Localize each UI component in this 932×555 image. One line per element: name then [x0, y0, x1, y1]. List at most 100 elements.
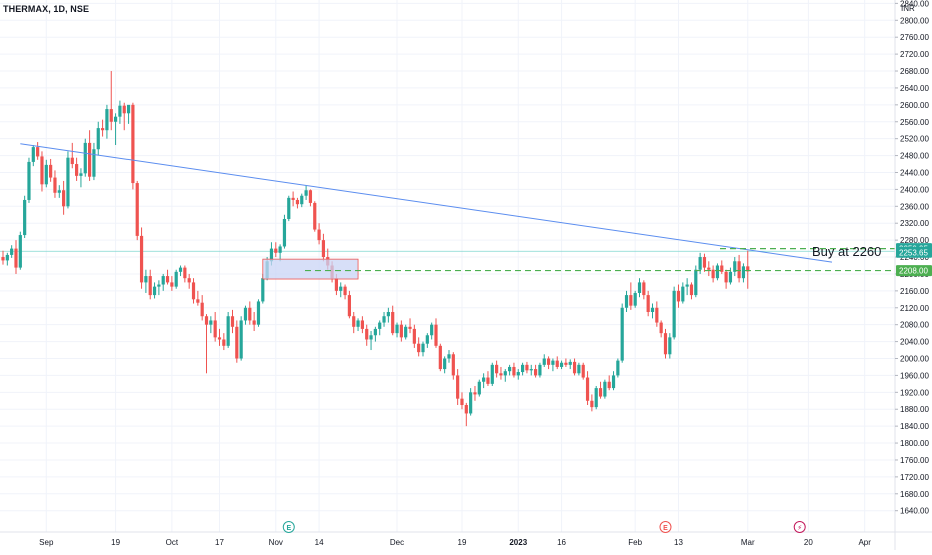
candle-body [5, 254, 9, 261]
candle-body [213, 320, 217, 338]
candle-body [542, 358, 546, 365]
candle-body [495, 364, 499, 374]
candle-body [456, 375, 460, 399]
candle-body [83, 142, 87, 174]
x-tick-label: 16 [557, 538, 566, 547]
y-tick-label: 2440.00 [900, 168, 929, 177]
candle-body [659, 322, 663, 334]
candle-body [139, 235, 144, 283]
candle-body [300, 195, 304, 205]
candle-body [676, 290, 681, 302]
candle-body [538, 364, 542, 376]
candle-body [339, 286, 343, 291]
x-tick-label: 14 [315, 538, 324, 547]
y-tick-label: 1640.00 [900, 507, 929, 516]
price-tag-label: 2253.65 [899, 248, 928, 257]
candle-body [382, 316, 386, 323]
x-tick-label: Mar [741, 538, 755, 547]
price-tag-bg [896, 265, 932, 277]
candle-body [417, 343, 421, 353]
candle-body [555, 360, 559, 367]
candle-body [274, 248, 278, 253]
candle-body [287, 197, 291, 219]
candle-body [304, 190, 308, 196]
candle-body [369, 335, 373, 340]
candle-body [694, 269, 698, 296]
candle-body [451, 354, 455, 376]
candle-body [616, 360, 620, 376]
candle-body [360, 320, 364, 329]
candle-body [685, 284, 689, 287]
x-tick-label: 19 [458, 538, 467, 547]
candle-body [585, 377, 590, 401]
y-tick-label: 2720.00 [900, 50, 929, 59]
candle-body [31, 147, 35, 162]
candle-body [707, 267, 711, 270]
candle-body [629, 295, 633, 306]
candle-body [598, 388, 603, 397]
candle-body [711, 269, 715, 279]
candle-body [356, 320, 360, 327]
y-tick-label: 1760.00 [900, 456, 929, 465]
y-tick-label: 1960.00 [900, 371, 929, 380]
x-tick-label: Feb [628, 538, 642, 547]
price-tag-bg [896, 246, 932, 258]
x-tick-label: Dec [390, 538, 404, 547]
y-axis: 1640.00 1680.00 1720.00 1760.00 1800.00 1840.… [894, 0, 929, 550]
events-row: E E ⚡ [282, 521, 806, 533]
y-tick-label: 2680.00 [900, 67, 929, 76]
y-tick-label: 1920.00 [900, 388, 929, 397]
y-tick-label: 1680.00 [900, 490, 929, 499]
candle-body [88, 142, 92, 177]
candle-body [508, 366, 512, 372]
candle-body [503, 371, 507, 376]
candle-body [222, 339, 226, 346]
candle-body [261, 278, 265, 302]
candle-body [737, 261, 741, 279]
candle-body [637, 282, 642, 293]
candle-body [200, 302, 204, 317]
candle-body [733, 261, 737, 272]
candle-body [96, 128, 100, 150]
candle-body [477, 381, 481, 395]
earnings-icon [659, 521, 672, 533]
candle-body [44, 164, 48, 185]
candle-body [204, 316, 209, 325]
candle-body [239, 320, 243, 359]
candle-body [226, 316, 230, 346]
candle-body [256, 301, 261, 325]
earnings-icon [282, 521, 295, 533]
candle-body [624, 295, 629, 308]
candle-body [391, 312, 395, 334]
x-tick-label: Sep [39, 538, 54, 547]
candle-body [430, 324, 434, 336]
x-tick-label: Apr [858, 538, 871, 547]
y-tick-label: 2320.00 [900, 219, 929, 228]
candle-body [746, 266, 750, 272]
candle-body [343, 286, 347, 296]
candle-body [170, 282, 174, 287]
candle-body [724, 271, 728, 283]
candle-body [100, 128, 105, 131]
candle-body [66, 157, 70, 207]
support-zone-box [262, 258, 359, 280]
candle-body [122, 105, 126, 114]
candle-body [165, 276, 170, 283]
candle-body [698, 257, 702, 270]
candle-body [741, 266, 746, 279]
candle-body [464, 405, 468, 414]
y-tick-label: 2760.00 [900, 33, 929, 42]
x-tick-label: 13 [674, 538, 683, 547]
candle-body [36, 147, 40, 157]
candle-body [425, 335, 429, 344]
candle-body [373, 328, 377, 336]
y-tick-label: 2560.00 [900, 118, 929, 127]
candle-body [533, 369, 538, 376]
x-tick-label: 2023 [509, 538, 527, 547]
candle-body [291, 197, 295, 200]
candle-body [521, 364, 525, 373]
candle-body [27, 161, 31, 200]
